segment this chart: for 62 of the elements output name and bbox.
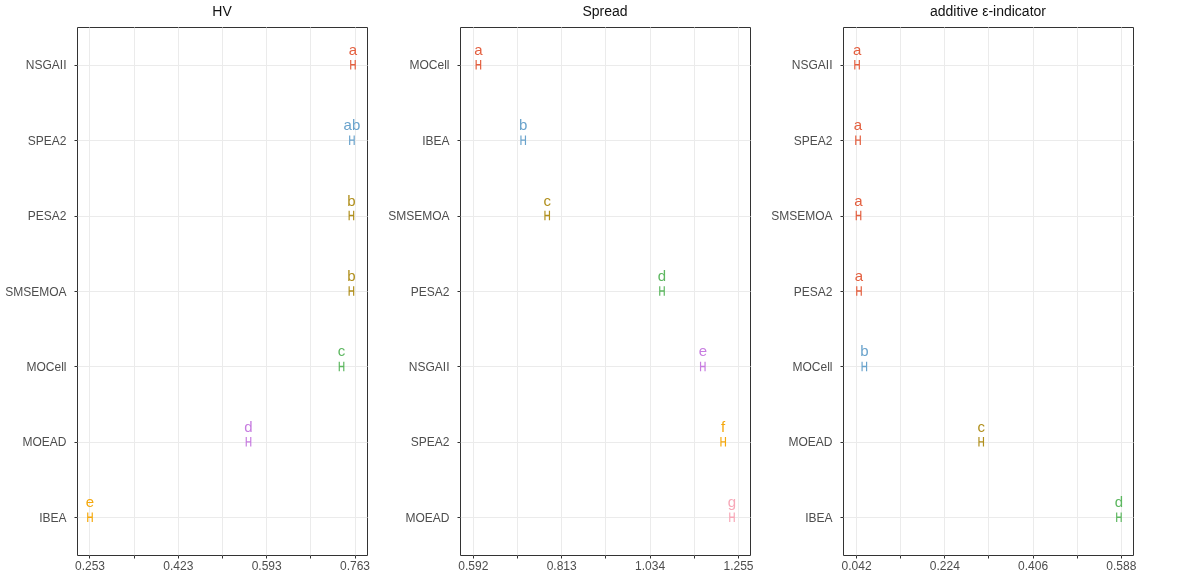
chart-title: HV (212, 3, 233, 19)
data-label: a (474, 40, 484, 58)
data-label: a (853, 116, 863, 134)
point (348, 286, 355, 296)
data-label: e (698, 342, 707, 360)
y-tick-label: SPEA2 (410, 435, 450, 450)
chart-title: additive ε-indicator (930, 3, 1047, 19)
x-tick-label: 0.224 (929, 558, 961, 573)
data-label: c (543, 191, 552, 209)
x-tick-label: 0.763 (340, 558, 371, 573)
point (720, 437, 727, 447)
y-tick-label: PESA2 (410, 284, 450, 299)
y-tick-label: SPEA2 (27, 133, 67, 148)
y-tick-label: PESA2 (793, 284, 833, 299)
y-tick-label: SPEA2 (793, 133, 833, 148)
x-tick-label: 0.813 (546, 558, 578, 573)
data-label: a (854, 267, 864, 284)
data-label: a (852, 40, 862, 58)
x-tick-label: 0.042 (841, 558, 872, 573)
x-tick-label: 0.423 (163, 558, 194, 573)
point (520, 135, 527, 145)
data-label: d (244, 417, 253, 435)
y-tick-label: IBEA (805, 510, 833, 525)
x-tick-label: 1.034 (635, 558, 666, 573)
x-tick-label: 0.253 (74, 558, 106, 573)
y-tick-label: SMSEMOA (388, 209, 450, 224)
x-tick-label: 0.592 (458, 558, 489, 573)
y-tick-label: SMSEMOA (771, 209, 833, 224)
data-label: c (977, 417, 986, 435)
y-tick-label: NSGAII (408, 359, 450, 374)
y-tick-label: MOCell (792, 359, 833, 374)
y-tick-label: MOEAD (788, 435, 833, 450)
x-tick-label: 0.593 (251, 558, 283, 573)
y-tick-label: IBEA (39, 510, 67, 525)
y-tick-label: MOEAD (22, 435, 67, 450)
y-tick-label: SMSEMOA (5, 284, 67, 299)
y-tick-label: NSGAII (791, 58, 833, 73)
data-label: b (519, 116, 528, 134)
data-label: b (860, 342, 869, 360)
chart-title: Spread (582, 3, 628, 19)
data-label: a (348, 40, 358, 58)
y-tick-label: IBEA (422, 133, 450, 148)
data-label: b (347, 191, 356, 209)
y-tick-label: NSGAII (25, 58, 67, 73)
y-tick-label: MOEAD (405, 510, 450, 525)
point (245, 437, 252, 447)
y-tick-label: MOCell (409, 58, 450, 73)
x-tick-label: 0.406 (1018, 558, 1049, 573)
data-label: f (721, 417, 727, 435)
data-label: ab (343, 116, 361, 134)
point (978, 437, 985, 447)
data-label: c (337, 342, 346, 360)
y-tick-label: MOCell (26, 359, 67, 374)
y-tick-label: PESA2 (27, 209, 67, 224)
x-tick-label: 1.255 (723, 558, 754, 573)
x-tick-label: 0.588 (1106, 558, 1137, 573)
data-label: b (347, 267, 356, 284)
data-label: d (1114, 493, 1124, 511)
data-label: d (657, 267, 667, 284)
data-label: a (854, 191, 864, 209)
data-label: e (85, 493, 95, 511)
data-label: g (727, 493, 737, 511)
